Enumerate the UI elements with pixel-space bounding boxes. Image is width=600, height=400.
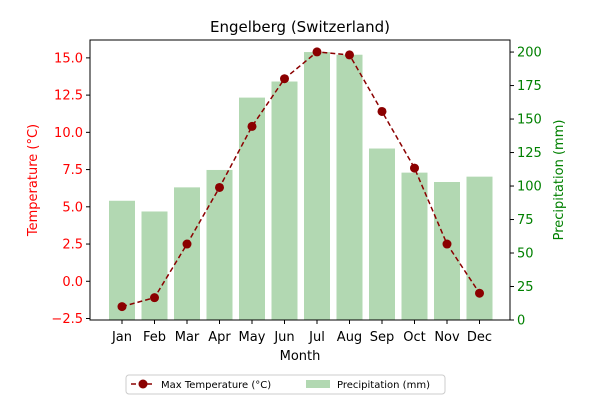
x-tick-label: Feb — [143, 330, 166, 345]
x-tick-label: Dec — [467, 330, 492, 345]
legend: Max Temperature (°C) Precipitation (mm) — [125, 374, 446, 395]
legend-line-marker — [138, 379, 148, 389]
left-tick-label: 5.0 — [62, 200, 83, 215]
plot-frame — [89, 39, 511, 321]
right-axis-ticks: 0 25 50 75 100 125 150 175 200 — [510, 46, 542, 329]
right-tick-label: 25 — [517, 280, 534, 295]
legend-label-temperature: Max Temperature (°C) — [161, 380, 271, 391]
left-tick-label: 2.5 — [62, 238, 83, 253]
precip-bar-jul — [304, 52, 330, 321]
x-tick-label: Oct — [403, 330, 425, 345]
temp-point-may — [247, 121, 257, 131]
temp-point-jun — [280, 74, 289, 84]
precip-bar-oct — [401, 172, 428, 320]
left-axis-label: Temperature (°C) — [26, 124, 41, 237]
precip-bar-dec — [466, 176, 493, 320]
legend-box — [125, 374, 446, 395]
temp-point-apr — [215, 182, 224, 192]
precip-bar-jun — [271, 81, 298, 320]
temperature-line — [117, 47, 484, 312]
left-tick-label: 7.5 — [62, 163, 83, 178]
x-tick-label: Jan — [111, 330, 132, 345]
temp-point-oct — [410, 163, 419, 173]
precip-bar-apr — [206, 169, 233, 320]
temp-point-jan — [117, 302, 127, 312]
left-tick-label: −2.5 — [51, 312, 83, 327]
right-tick-label: 0 — [517, 314, 525, 329]
x-tick-label: Nov — [434, 330, 460, 345]
left-axis-ticks: −2.5 0.0 2.5 5.0 7.5 10.0 12.5 15.0 — [51, 51, 90, 327]
precip-bar-sep — [369, 148, 395, 320]
legend-label-precipitation: Precipitation (mm) — [337, 380, 430, 391]
right-tick-label: 200 — [517, 46, 542, 61]
chart-title: Engelberg (Switzerland) — [210, 18, 390, 36]
right-tick-label: 175 — [517, 79, 542, 94]
left-tick-label: 10.0 — [54, 126, 83, 141]
precip-bar-aug — [336, 54, 363, 320]
left-tick-label: 0.0 — [62, 275, 83, 290]
x-axis-ticks: Jan Feb Mar Apr May Jun Jul Aug Sep Oct Nov Dec — [111, 320, 492, 345]
x-tick-label: Aug — [337, 330, 362, 345]
precip-bar-mar — [174, 187, 200, 320]
left-tick-label: 15.0 — [54, 51, 83, 66]
right-tick-label: 150 — [517, 113, 542, 128]
right-tick-label: 50 — [517, 247, 534, 262]
temp-point-nov — [442, 239, 452, 249]
right-axis-label: Precipitation (mm) — [552, 120, 567, 241]
temp-point-jul — [312, 47, 322, 57]
left-tick-label: 12.5 — [54, 89, 83, 104]
x-tick-label: Mar — [175, 330, 200, 345]
precip-bar-nov — [434, 182, 460, 320]
right-tick-label: 100 — [517, 180, 542, 195]
legend-bar-swatch — [306, 380, 330, 388]
precip-bar-jan — [109, 200, 135, 320]
precipitation-bars — [109, 52, 493, 321]
temp-point-aug — [345, 50, 354, 60]
x-tick-label: Jul — [308, 330, 325, 345]
right-tick-label: 125 — [517, 146, 542, 161]
x-tick-label: Sep — [370, 330, 395, 345]
temp-point-feb — [150, 293, 159, 303]
temp-point-sep — [377, 106, 387, 116]
temp-point-dec — [475, 288, 484, 298]
x-tick-label: May — [239, 330, 266, 345]
right-tick-label: 75 — [517, 213, 534, 228]
precip-bar-feb — [141, 211, 168, 320]
precip-bar-may — [239, 97, 265, 320]
x-tick-label: Apr — [208, 330, 231, 345]
x-tick-label: Jun — [273, 330, 294, 345]
x-axis-label: Month — [280, 349, 321, 364]
temperature-line-path — [121, 51, 481, 308]
temp-point-mar — [182, 239, 192, 249]
